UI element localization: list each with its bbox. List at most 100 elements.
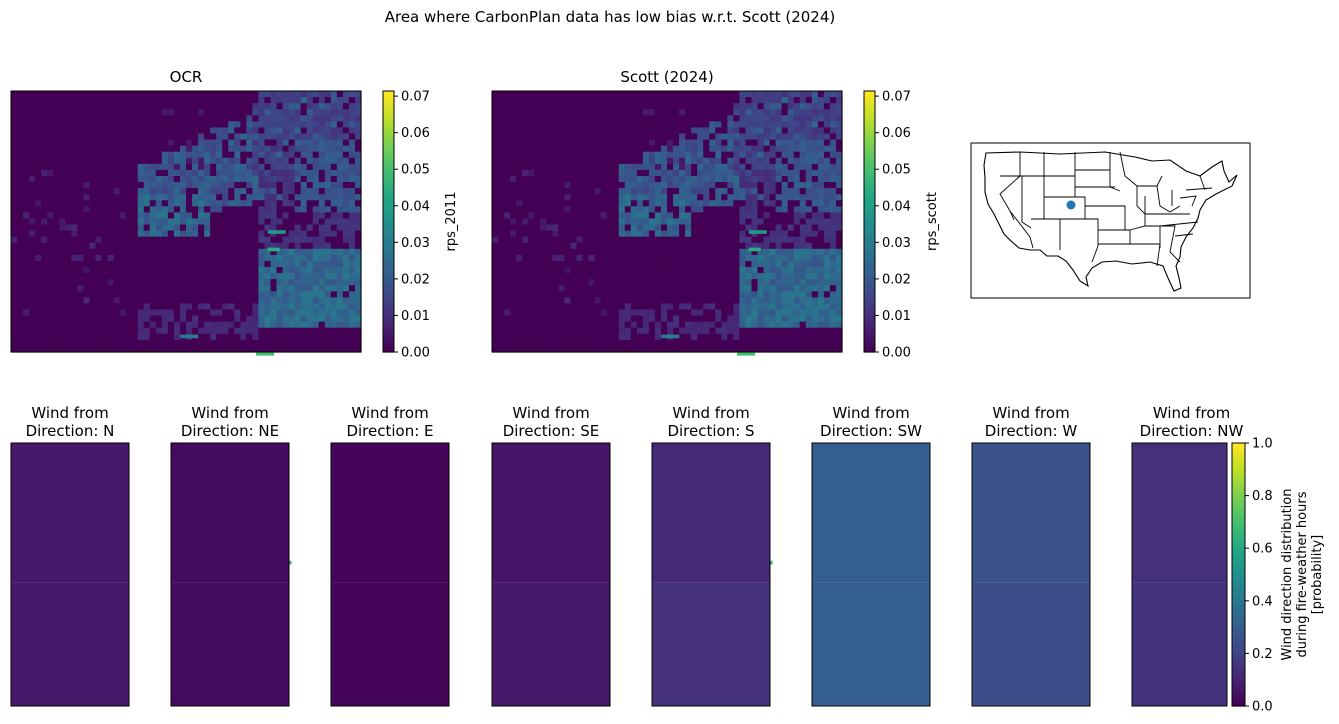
heatmap-cell (769, 115, 777, 122)
heatmap-cell (246, 345, 253, 353)
us-outline (983, 151, 1238, 292)
heatmap-cell (516, 133, 523, 141)
us-locator-map (970, 142, 1251, 299)
heatmap-cell (522, 212, 529, 220)
heatmap-cell (113, 115, 121, 122)
heatmap-cell (685, 121, 692, 129)
heatmap-cell (582, 321, 590, 329)
heatmap-cell (210, 315, 217, 323)
heatmap-cell (793, 200, 801, 207)
heatmap-cell (149, 145, 157, 153)
heatmap-cell (582, 127, 590, 135)
heatmap-cell (733, 206, 741, 213)
heatmap-cell (600, 200, 608, 207)
heatmap-cell (588, 260, 596, 268)
heatmap-cell (805, 133, 813, 141)
heatmap-cell (192, 121, 199, 129)
heatmap-cell (540, 339, 547, 347)
heatmap-cell (119, 236, 127, 244)
heatmap-cell (210, 145, 217, 153)
heatmap-cell (222, 157, 229, 165)
heatmap-cell (642, 297, 650, 305)
heatmap-cell (71, 297, 78, 305)
heatmap-cell (624, 127, 632, 135)
heatmap-cell (504, 309, 511, 317)
heatmap-cell (125, 224, 133, 232)
heatmap-cell (324, 285, 332, 292)
heatmap-cell (648, 291, 656, 298)
heatmap-cell (510, 91, 517, 98)
heatmap-cell (805, 297, 813, 305)
heatmap-cell (811, 103, 819, 110)
heatmap-cell (204, 109, 211, 116)
heatmap-cell (17, 285, 24, 292)
heatmap-cell (534, 285, 541, 292)
heatmap-cell (799, 327, 807, 335)
heatmap-cell (594, 273, 602, 280)
heatmap-cell (216, 254, 223, 262)
heatmap-cell (167, 279, 175, 286)
heatmap-cell (65, 175, 72, 183)
heatmap-cell (618, 139, 626, 147)
heatmap-cell (618, 248, 626, 256)
heatmap-cell (252, 157, 260, 165)
heatmap-cell (71, 182, 78, 189)
heatmap-cell (318, 224, 326, 232)
heatmap-cell (510, 206, 517, 213)
heatmap-cell (552, 157, 559, 165)
heatmap-cell (300, 321, 308, 329)
heatmap-cell (101, 321, 109, 329)
heatmap-cell (288, 157, 296, 165)
heatmap-cell (763, 303, 771, 311)
heatmap-cell (155, 254, 163, 262)
heatmap-cell (679, 248, 686, 256)
heatmap-cell (811, 163, 819, 171)
heatmap-cell (829, 315, 837, 323)
heatmap-cell (685, 236, 692, 244)
heatmap-cell (95, 206, 103, 213)
heatmap-cell (29, 157, 36, 165)
heatmap-cell (745, 254, 753, 262)
heatmap-cell (11, 248, 18, 256)
heatmap-cell (336, 151, 344, 159)
heatmap-cell (192, 309, 199, 317)
heatmap-cell (234, 309, 241, 317)
heatmap-cell (540, 127, 547, 135)
heatmap-cell (612, 109, 620, 116)
heatmap-cell (222, 212, 229, 220)
heatmap-cell (23, 236, 30, 244)
heatmap-cell (829, 133, 837, 141)
heatmap-cell (228, 91, 235, 98)
heatmap-cell (137, 345, 145, 353)
heatmap-cell (769, 97, 777, 104)
heatmap-cell (685, 345, 692, 353)
heatmap-cell (240, 91, 247, 98)
heatmap-cell (829, 224, 837, 232)
heatmap-cell (131, 297, 139, 305)
heatmap-cell (143, 163, 151, 171)
heatmap-cell (799, 248, 807, 256)
heatmap-cell (570, 127, 578, 135)
heatmap-cell (258, 273, 266, 280)
heatmap-cell (137, 218, 145, 226)
heatmap-cell (222, 103, 229, 110)
heatmap-cell (522, 151, 529, 159)
heatmap-cell (648, 273, 656, 280)
heatmap-cell (11, 345, 18, 353)
heatmap-cell (769, 291, 777, 298)
heatmap-cell (258, 163, 266, 171)
heatmap-cell (101, 327, 109, 335)
heatmap-cell (198, 254, 205, 262)
heatmap-cell (835, 254, 843, 262)
heatmap-cell (288, 254, 296, 262)
heatmap-cell (198, 182, 205, 189)
heatmap-cell (715, 309, 722, 317)
heatmap-cell (660, 291, 668, 298)
heatmap-cell (222, 121, 229, 129)
heatmap-cell (775, 218, 783, 226)
heatmap-cell (636, 291, 644, 298)
heatmap-cell (300, 230, 308, 238)
heatmap-cell (835, 291, 843, 298)
heatmap-cell (312, 279, 320, 286)
heatmap-cell (186, 133, 193, 141)
